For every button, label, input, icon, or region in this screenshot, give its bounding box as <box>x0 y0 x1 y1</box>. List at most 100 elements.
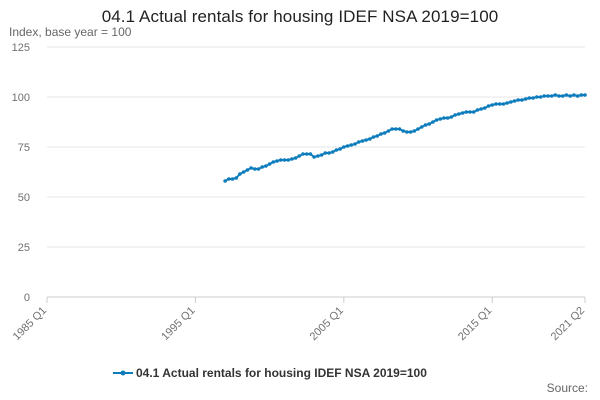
data-point[interactable] <box>338 147 342 151</box>
data-point[interactable] <box>408 130 413 134</box>
data-point[interactable] <box>412 129 417 133</box>
data-point[interactable] <box>304 152 309 156</box>
data-point[interactable] <box>349 143 354 147</box>
data-point[interactable] <box>253 167 257 171</box>
data-point[interactable] <box>457 112 461 116</box>
data-point[interactable] <box>453 113 457 117</box>
data-point[interactable] <box>427 122 432 126</box>
data-point[interactable] <box>241 170 246 174</box>
data-point[interactable] <box>316 154 320 158</box>
data-point[interactable] <box>494 102 498 106</box>
data-point[interactable] <box>538 95 543 99</box>
data-point[interactable] <box>282 158 287 162</box>
data-point[interactable] <box>579 93 584 97</box>
data-point[interactable] <box>234 176 238 180</box>
data-point[interactable] <box>464 110 469 114</box>
data-point[interactable] <box>505 101 509 105</box>
data-point[interactable] <box>419 125 424 129</box>
data-point[interactable] <box>319 153 324 157</box>
data-point[interactable] <box>520 98 524 102</box>
data-point[interactable] <box>394 127 398 131</box>
data-point[interactable] <box>230 177 235 181</box>
data-point[interactable] <box>471 110 476 114</box>
data-point[interactable] <box>445 116 450 120</box>
data-point[interactable] <box>564 93 569 97</box>
data-point[interactable] <box>527 96 532 100</box>
data-point[interactable] <box>375 134 380 138</box>
data-point[interactable] <box>390 127 394 131</box>
data-point[interactable] <box>267 162 272 166</box>
data-point[interactable] <box>486 104 491 108</box>
data-point[interactable] <box>483 106 487 110</box>
data-point[interactable] <box>509 100 513 104</box>
data-point[interactable] <box>356 140 361 144</box>
data-point[interactable] <box>523 97 528 101</box>
data-point[interactable] <box>238 172 242 176</box>
data-point[interactable] <box>308 152 313 156</box>
data-point[interactable] <box>535 95 539 99</box>
data-point[interactable] <box>297 154 302 158</box>
data-point[interactable] <box>279 158 283 162</box>
data-point[interactable] <box>223 179 227 183</box>
data-point[interactable] <box>364 138 368 142</box>
data-point[interactable] <box>497 102 502 106</box>
data-point[interactable] <box>330 150 335 154</box>
data-point[interactable] <box>245 168 250 172</box>
data-point[interactable] <box>293 156 298 160</box>
data-point[interactable] <box>516 98 520 102</box>
data-point[interactable] <box>312 155 316 159</box>
data-point[interactable] <box>386 129 391 133</box>
data-point[interactable] <box>553 93 558 97</box>
data-point[interactable] <box>371 135 376 139</box>
data-point[interactable] <box>479 107 483 111</box>
data-point[interactable] <box>401 129 406 133</box>
data-point[interactable] <box>572 93 576 97</box>
data-point[interactable] <box>275 159 279 163</box>
data-point[interactable] <box>397 127 402 131</box>
data-point[interactable] <box>334 148 339 152</box>
data-point[interactable] <box>290 157 294 161</box>
data-point[interactable] <box>546 94 550 98</box>
data-point[interactable] <box>475 108 480 112</box>
data-point[interactable] <box>549 94 554 98</box>
data-point[interactable] <box>434 118 439 122</box>
data-point[interactable] <box>301 152 305 156</box>
legend[interactable]: 04.1 Actual rentals for housing IDEF NSA… <box>113 366 427 380</box>
data-point[interactable] <box>323 151 328 155</box>
data-point[interactable] <box>557 94 561 98</box>
data-point[interactable] <box>327 151 331 155</box>
data-point[interactable] <box>382 131 387 135</box>
data-point[interactable] <box>442 116 446 120</box>
data-point[interactable] <box>431 120 435 124</box>
data-point[interactable] <box>260 165 265 169</box>
data-point[interactable] <box>345 144 350 148</box>
data-point[interactable] <box>542 94 546 98</box>
data-point[interactable] <box>227 177 231 181</box>
data-point[interactable] <box>423 123 428 127</box>
data-point[interactable] <box>342 145 346 149</box>
data-point[interactable] <box>568 94 572 98</box>
data-point[interactable] <box>256 167 261 171</box>
data-point[interactable] <box>379 132 383 136</box>
data-point[interactable] <box>460 111 465 115</box>
series-line[interactable] <box>224 94 585 182</box>
data-point[interactable] <box>416 127 420 131</box>
data-point[interactable] <box>560 94 565 98</box>
data-point[interactable] <box>271 160 276 164</box>
data-point[interactable] <box>438 117 443 121</box>
legend-label[interactable]: 04.1 Actual rentals for housing IDEF NSA… <box>136 366 427 380</box>
data-point[interactable] <box>501 102 506 106</box>
data-point[interactable] <box>249 166 253 170</box>
data-point[interactable] <box>405 130 409 134</box>
data-point[interactable] <box>583 93 587 97</box>
data-point[interactable] <box>286 158 291 162</box>
data-point[interactable] <box>353 142 357 146</box>
data-point[interactable] <box>368 137 372 141</box>
data-point[interactable] <box>264 164 268 168</box>
data-point[interactable] <box>468 110 472 114</box>
data-point[interactable] <box>490 103 495 107</box>
data-point[interactable] <box>575 94 580 98</box>
data-point[interactable] <box>360 139 365 143</box>
data-point[interactable] <box>531 96 535 100</box>
data-point[interactable] <box>449 115 454 119</box>
